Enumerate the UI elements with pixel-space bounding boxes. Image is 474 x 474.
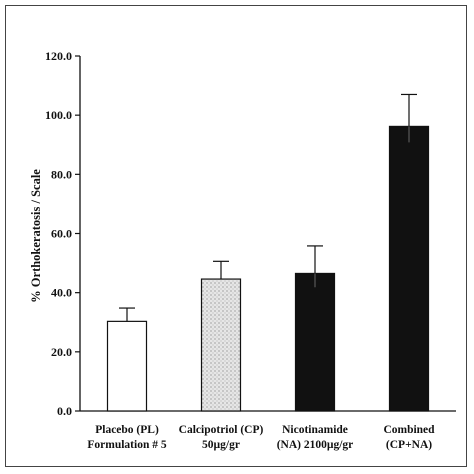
chart-frame: % Orthokeratosis / Scale 0.0 20.0 40.0 60.0…: [5, 5, 467, 467]
category-sublabel-4: (CP+NA): [386, 439, 432, 451]
y-tick-label: 20.0: [51, 345, 72, 359]
bar-chart: % Orthokeratosis / Scale 0.0 20.0 40.0 60.0…: [29, 49, 456, 451]
y-axis-label: % Orthokeratosis / Scale: [29, 169, 43, 303]
category-label-4: Combined: [383, 424, 435, 436]
bar-2: [200, 278, 242, 412]
y-tick-label: 60.0: [51, 227, 72, 241]
y-tick-label: 80.0: [51, 167, 72, 181]
category-label-1: Placebo (PL): [95, 424, 159, 436]
bar-4: [388, 125, 430, 412]
y-tick-label: 100.0: [45, 108, 72, 122]
category-sublabel-3: (NA) 2100µg/gr: [277, 439, 354, 451]
category-label-2: Calcipotriol (CP): [179, 424, 264, 436]
bar-1: [106, 320, 148, 412]
bar-3: [294, 272, 336, 412]
y-tick-label: 40.0: [51, 286, 72, 300]
category-sublabel-2: 50µg/gr: [202, 439, 240, 451]
y-tick-label: 0.0: [57, 404, 72, 418]
category-sublabel-1: Formulation # 5: [87, 439, 166, 451]
plot-area: 0.0 20.0 40.0 60.0 80.0 100.0 120.0 Placebo (PL…: [45, 49, 456, 451]
category-label-3: Nicotinamide: [282, 424, 348, 436]
y-tick-label: 120.0: [45, 49, 72, 63]
